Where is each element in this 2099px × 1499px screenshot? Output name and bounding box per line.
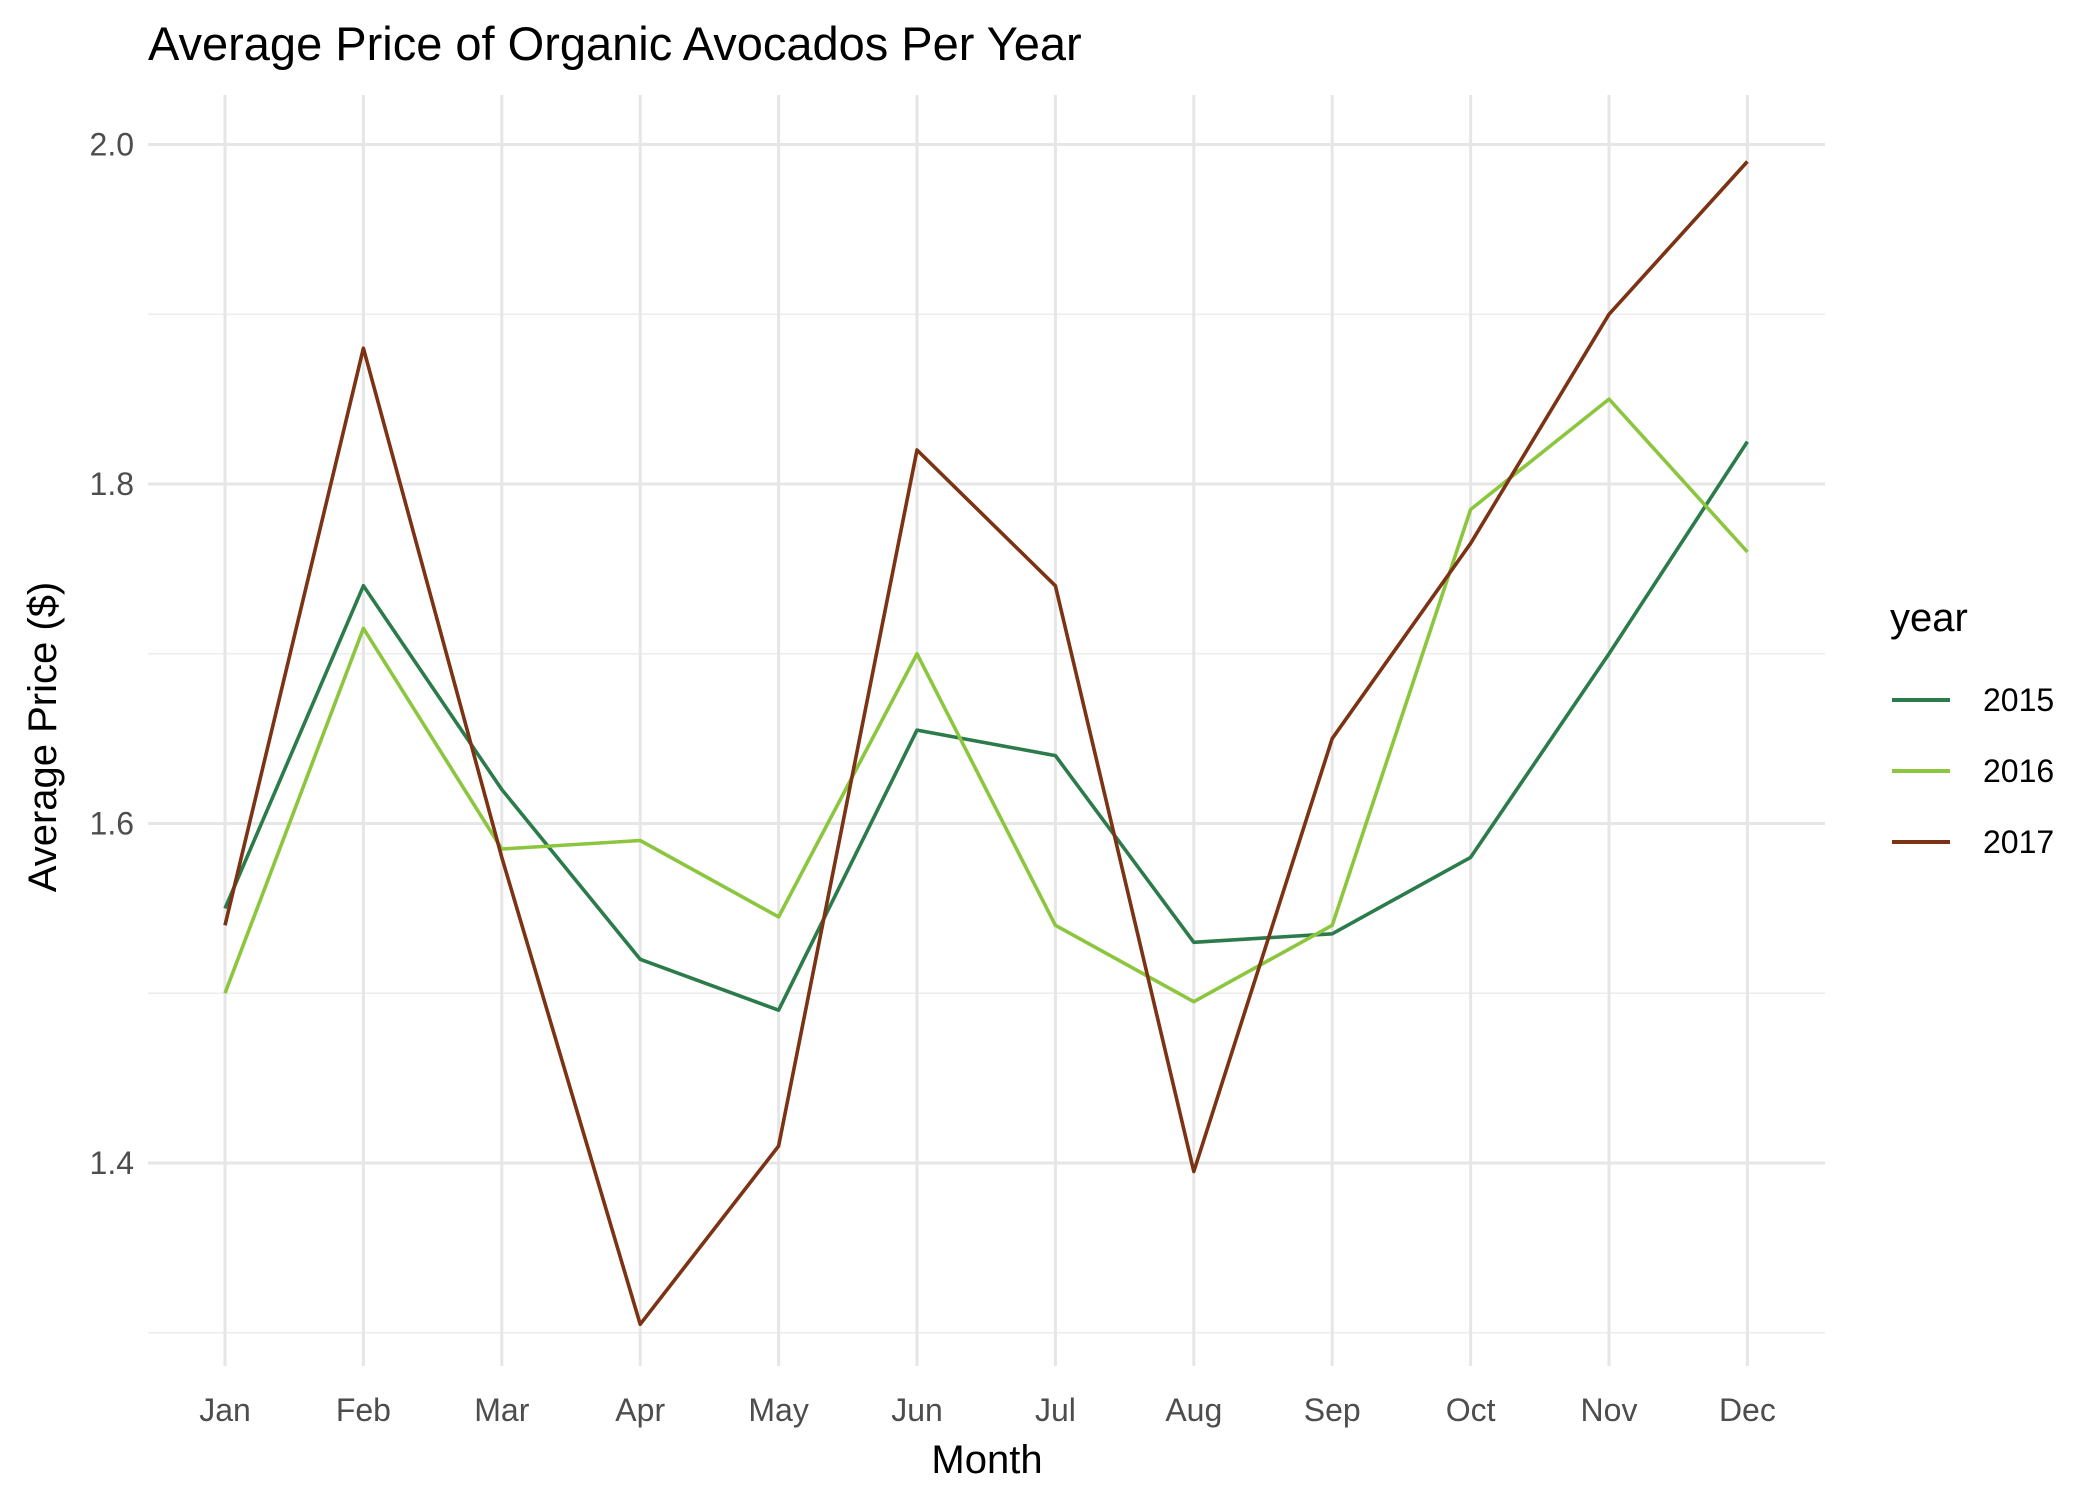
y-tick-label: 1.8 xyxy=(90,466,134,502)
x-tick-label: Jun xyxy=(891,1392,943,1428)
series-line-2016 xyxy=(223,397,1749,1004)
y-tick-label: 1.4 xyxy=(90,1145,134,1181)
x-tick-label: Jul xyxy=(1035,1392,1076,1428)
legend-title: year xyxy=(1890,596,1968,640)
legend-label-2015: 2015 xyxy=(1983,682,2054,718)
x-tick-label: Sep xyxy=(1304,1392,1361,1428)
legend-label-2017: 2017 xyxy=(1983,824,2054,860)
x-axis-title: Month xyxy=(931,1438,1042,1482)
legend-item-2015: 2015 xyxy=(1892,682,2054,718)
x-tick-label: Aug xyxy=(1165,1392,1222,1428)
x-tick-label: Dec xyxy=(1719,1392,1776,1428)
x-tick-label: May xyxy=(748,1392,808,1428)
legend-item-2017: 2017 xyxy=(1892,824,2054,860)
x-tick-label: Mar xyxy=(474,1392,529,1428)
series-line-2017 xyxy=(223,160,1749,1327)
legend-items: 2015 2016 2017 xyxy=(1892,682,2054,860)
chart-title: Average Price of Organic Avocados Per Ye… xyxy=(148,17,1082,70)
x-tick-label: Nov xyxy=(1581,1392,1638,1428)
grid xyxy=(148,95,1825,1366)
x-tick-label: Jan xyxy=(199,1392,251,1428)
legend-label-2016: 2016 xyxy=(1983,753,2054,789)
y-tick-label: 1.6 xyxy=(90,806,134,842)
x-tick-label: Apr xyxy=(615,1392,665,1428)
x-tick-label: Oct xyxy=(1446,1392,1496,1428)
x-tick-label: Feb xyxy=(336,1392,391,1428)
series-lines xyxy=(223,160,1749,1327)
series-line-2015 xyxy=(223,440,1749,1013)
y-axis-title: Average Price ($) xyxy=(21,582,65,893)
x-axis-ticks: Jan Feb Mar Apr May Jun Jul Aug Sep Oct Nov Dec xyxy=(199,1392,1776,1428)
y-axis-ticks: 1.4 1.6 1.8 2.0 xyxy=(90,127,134,1182)
legend-item-2016: 2016 xyxy=(1892,753,2054,789)
legend: year 2015 2016 2017 xyxy=(1890,596,2054,860)
y-tick-label: 2.0 xyxy=(90,127,134,163)
